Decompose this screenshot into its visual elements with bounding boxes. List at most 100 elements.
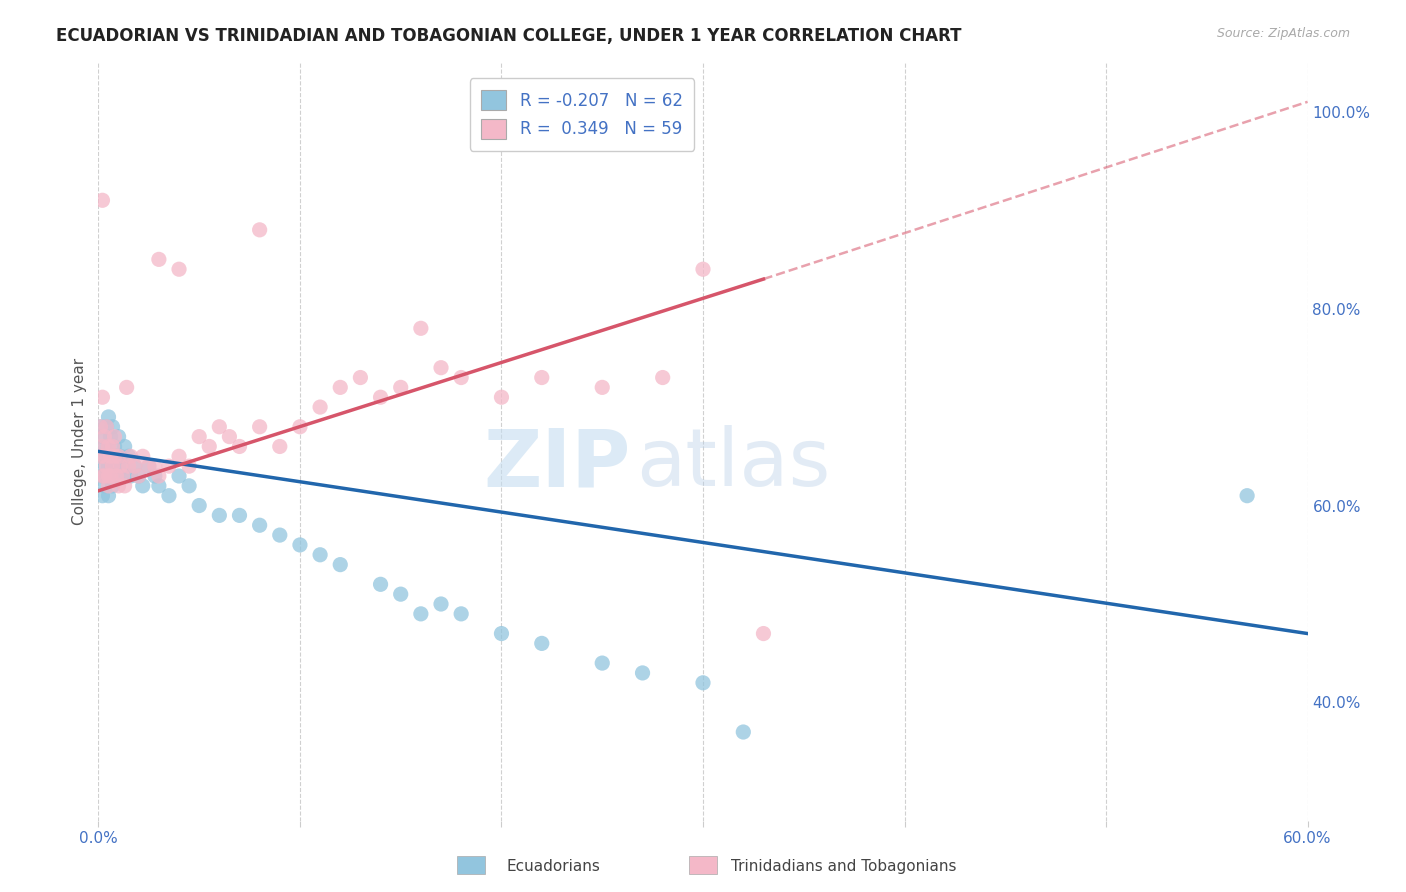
Point [138, 459, 160, 474]
Point [101, 479, 124, 493]
Point [329, 380, 352, 394]
Point [167, 469, 190, 483]
Point [208, 419, 231, 434]
Point [120, 469, 142, 483]
Point [228, 440, 250, 454]
Point [389, 587, 412, 601]
Point [93, 459, 115, 474]
Point [118, 450, 141, 464]
Point [111, 469, 134, 483]
Point [97, 409, 120, 424]
Point [107, 459, 129, 474]
Point [97, 469, 120, 483]
Point [349, 370, 371, 384]
Point [89, 419, 111, 434]
Point [752, 626, 775, 640]
Point [103, 440, 125, 454]
Point [91, 440, 114, 454]
Point [101, 450, 124, 464]
Point [530, 370, 553, 384]
Point [103, 450, 125, 464]
Point [167, 262, 190, 277]
Point [591, 380, 613, 394]
Point [409, 607, 432, 621]
Point [148, 252, 170, 267]
Point [188, 499, 211, 513]
Point [591, 656, 613, 670]
Point [167, 450, 190, 464]
Point [491, 626, 513, 640]
Point [105, 450, 128, 464]
Legend: R = -0.207   N = 62, R =  0.349   N = 59: R = -0.207 N = 62, R = 0.349 N = 59 [470, 78, 695, 151]
Point [97, 440, 120, 454]
Point [100, 469, 122, 483]
Point [93, 469, 115, 483]
Point [132, 479, 155, 493]
Text: Ecuadorians: Ecuadorians [506, 859, 600, 874]
Point [249, 518, 271, 533]
Point [110, 459, 132, 474]
Point [91, 429, 114, 443]
Point [143, 459, 166, 474]
Point [491, 390, 513, 404]
Point [118, 459, 141, 474]
Point [93, 479, 115, 493]
Point [188, 429, 211, 443]
Point [93, 440, 115, 454]
Point [288, 419, 311, 434]
Point [100, 450, 122, 464]
Point [97, 489, 120, 503]
Point [124, 459, 146, 474]
Point [91, 194, 114, 208]
Point [249, 223, 271, 237]
Point [249, 419, 271, 434]
Text: atlas: atlas [637, 425, 831, 503]
Point [103, 429, 125, 443]
Point [143, 469, 166, 483]
Point [157, 459, 180, 474]
Point [218, 429, 240, 443]
Point [89, 450, 111, 464]
Point [208, 508, 231, 523]
Point [329, 558, 352, 572]
Point [97, 440, 120, 454]
Point [631, 665, 654, 680]
Point [733, 725, 755, 739]
Point [91, 469, 114, 483]
Point [288, 538, 311, 552]
Point [430, 597, 453, 611]
Point [89, 419, 111, 434]
Point [128, 469, 150, 483]
Point [138, 459, 160, 474]
Point [107, 429, 129, 443]
Point [107, 450, 129, 464]
Point [450, 370, 472, 384]
Point [124, 459, 146, 474]
Point [96, 469, 118, 483]
Point [389, 380, 412, 394]
Text: Source: ZipAtlas.com: Source: ZipAtlas.com [1216, 27, 1350, 40]
Point [114, 479, 136, 493]
Point [110, 450, 132, 464]
Text: Trinidadians and Tobagonians: Trinidadians and Tobagonians [731, 859, 956, 874]
Point [409, 321, 432, 335]
Point [91, 390, 114, 404]
Point [128, 469, 150, 483]
Point [97, 479, 120, 493]
Point [91, 469, 114, 483]
Point [105, 469, 128, 483]
Point [89, 450, 111, 464]
Point [96, 419, 118, 434]
Point [107, 479, 129, 493]
Point [157, 489, 180, 503]
Point [96, 459, 118, 474]
Text: ECUADORIAN VS TRINIDADIAN AND TOBAGONIAN COLLEGE, UNDER 1 YEAR CORRELATION CHART: ECUADORIAN VS TRINIDADIAN AND TOBAGONIAN… [56, 27, 962, 45]
Point [115, 380, 138, 394]
Point [651, 370, 673, 384]
Point [114, 440, 136, 454]
Point [198, 440, 221, 454]
Point [120, 450, 142, 464]
Point [309, 548, 332, 562]
Point [692, 262, 714, 277]
Point [430, 360, 453, 375]
